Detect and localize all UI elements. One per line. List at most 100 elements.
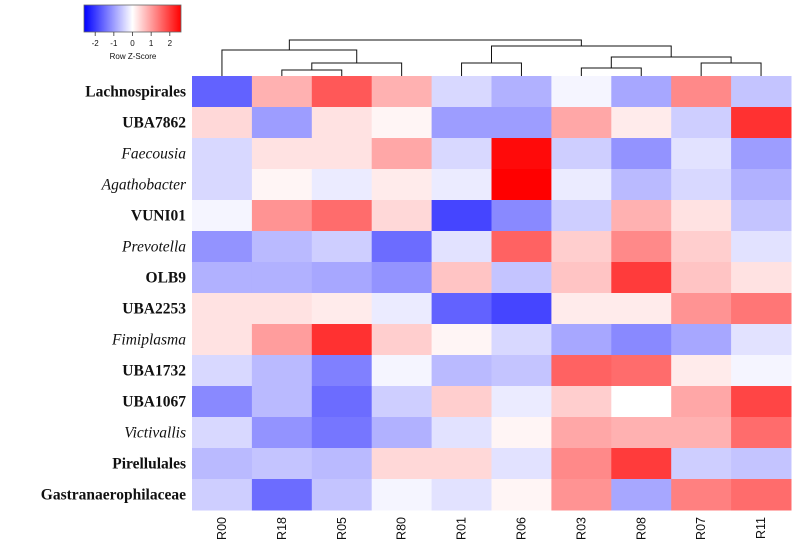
heatmap-cell [611, 138, 672, 170]
heatmap-cell [192, 231, 253, 263]
heatmap-cell [251, 169, 313, 201]
column-label: R06 [514, 517, 528, 540]
heatmap-cell [731, 231, 792, 263]
heatmap-cell [491, 324, 552, 356]
heatmap-cell [491, 76, 552, 108]
heatmap-cell [251, 262, 313, 294]
heatmap-cell [491, 138, 552, 170]
heatmap-cell [311, 355, 373, 387]
color-key-title: Row Z-Score [110, 52, 157, 61]
heatmap-cell [731, 293, 792, 325]
heatmap-cell [311, 293, 373, 325]
heatmap-cell [371, 479, 433, 511]
heatmap-cell [192, 107, 253, 139]
color-key-tick-label: 1 [149, 39, 154, 48]
heatmap-cell [611, 417, 672, 449]
color-key-tick-label: -2 [92, 39, 100, 48]
heatmap-cell [311, 479, 373, 511]
row-label: Prevotella [121, 239, 186, 256]
heatmap-cell [251, 231, 313, 263]
heatmap-cell [371, 293, 433, 325]
heatmap-cell [192, 417, 253, 449]
heatmap-cell [611, 386, 672, 418]
heatmap-cell [431, 200, 492, 232]
heatmap-cell [671, 231, 732, 263]
dendrogram-branch [580, 67, 642, 76]
dendrogram-branch [700, 62, 762, 76]
heatmap-cell [491, 479, 552, 511]
heatmap-cell [192, 448, 253, 480]
heatmap-cell [671, 293, 732, 325]
heatmap-cell [671, 417, 732, 449]
heatmap-cell [311, 200, 373, 232]
heatmap-cell [311, 107, 373, 139]
heatmap-cell [431, 231, 492, 263]
column-label: R07 [694, 517, 708, 540]
heatmap-cell [192, 76, 253, 108]
heatmap-cell [611, 107, 672, 139]
heatmap-cell [251, 293, 313, 325]
heatmap-cell [491, 231, 552, 263]
heatmap-cell [371, 200, 433, 232]
heatmap-cell [551, 138, 612, 170]
heatmap-cell [431, 138, 492, 170]
heatmap-cell [251, 417, 313, 449]
column-label: R05 [335, 517, 349, 540]
heatmap-cell [192, 169, 253, 201]
heatmap-cell [491, 169, 552, 201]
heatmap-cell [371, 262, 433, 294]
heatmap-cell [491, 262, 552, 294]
heatmap-cell [311, 448, 373, 480]
heatmap-cell [551, 200, 612, 232]
heatmap-cell [311, 324, 373, 356]
heatmap-cell [611, 231, 672, 263]
row-label: Faecousia [120, 146, 186, 163]
heatmap-cell [611, 324, 672, 356]
heatmap-cell [551, 448, 612, 480]
color-key-bar [83, 4, 182, 33]
row-label: VUNI01 [131, 208, 186, 225]
column-dendrogram [221, 39, 762, 76]
row-label: UBA2253 [122, 301, 186, 318]
heatmap-cell [311, 231, 373, 263]
column-label: R80 [395, 517, 409, 540]
heatmap-cell [192, 479, 253, 511]
heatmap-cell [431, 417, 492, 449]
heatmap-cell [671, 324, 732, 356]
heatmap-cell [311, 262, 373, 294]
heatmap-cell [251, 479, 313, 511]
heatmap-cell [731, 324, 792, 356]
heatmap-cell [371, 107, 433, 139]
heatmap-cell [551, 479, 612, 511]
heatmap-cell [551, 355, 612, 387]
heatmap-cell [431, 355, 492, 387]
heatmap-cell [251, 386, 313, 418]
row-label: Gastranaerophilaceae [41, 487, 186, 504]
heatmap-cell [251, 355, 313, 387]
color-key-ticks: -2 -1 0 1 2 [92, 32, 173, 48]
heatmap-cell [251, 76, 313, 108]
heatmap-cell [731, 107, 792, 139]
heatmap-cell [371, 76, 433, 108]
heatmap-cell [671, 355, 732, 387]
row-labels: Lachnospirales UBA7862 Faecousia Agathobact… [41, 84, 187, 504]
heatmap-cell [311, 138, 373, 170]
heatmap-cell [551, 293, 612, 325]
heatmap-cell [371, 448, 433, 480]
heatmap-cell [371, 231, 433, 263]
heatmap-cell [371, 355, 433, 387]
heatmap-cell [611, 169, 672, 201]
heatmap-cells [192, 76, 792, 511]
heatmap-cell [611, 76, 672, 108]
heatmap-cell [251, 107, 313, 139]
heatmap-cell [371, 386, 433, 418]
column-label: R01 [455, 517, 469, 540]
heatmap-cell [611, 262, 672, 294]
row-label: UBA1732 [122, 363, 186, 380]
heatmap-cell [551, 417, 612, 449]
heatmap-cell [192, 200, 253, 232]
heatmap-cell [731, 138, 792, 170]
column-label: R03 [574, 517, 588, 540]
heatmap-cell [551, 107, 612, 139]
heatmap-cell [311, 169, 373, 201]
